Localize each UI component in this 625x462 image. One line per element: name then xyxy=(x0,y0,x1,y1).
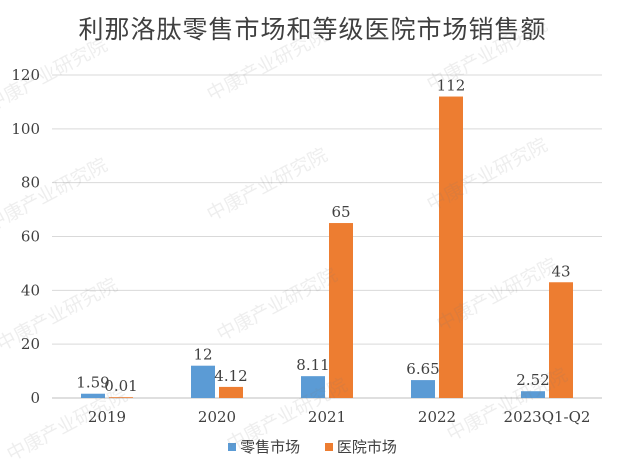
bar xyxy=(411,380,435,398)
y-tick-label: 100 xyxy=(11,120,40,138)
bar xyxy=(191,365,215,398)
bar xyxy=(439,96,463,399)
y-tick-label: 40 xyxy=(21,281,40,299)
x-tick-label: 2019 xyxy=(88,408,126,426)
bar xyxy=(219,386,243,398)
bar xyxy=(81,393,105,398)
data-label: 8.11 xyxy=(296,356,329,374)
bar xyxy=(301,376,325,398)
y-tick-label: 80 xyxy=(21,174,40,192)
x-tick-label: 2020 xyxy=(198,408,236,426)
chart-title: 利那洛肽零售市场和等级医院市场销售额 xyxy=(78,15,547,44)
x-tick-label: 2022 xyxy=(418,408,456,426)
legend-swatch-hospital xyxy=(324,442,333,451)
data-label: 43 xyxy=(551,262,570,280)
legend: 零售市场 医院市场 xyxy=(0,436,625,457)
bar xyxy=(329,223,353,398)
data-label: 65 xyxy=(331,203,350,221)
bar xyxy=(521,391,545,398)
data-label: 0.01 xyxy=(104,377,137,395)
x-tick-label: 2023Q1-Q2 xyxy=(504,408,591,426)
data-label: 6.65 xyxy=(406,360,439,378)
y-tick-label: 60 xyxy=(21,228,40,246)
legend-item-retail: 零售市场 xyxy=(228,436,300,457)
bar xyxy=(549,282,573,398)
data-label: 12 xyxy=(193,346,212,364)
legend-item-hospital: 医院市场 xyxy=(324,436,397,457)
x-tick-label: 2021 xyxy=(308,408,346,426)
y-tick-label: 20 xyxy=(21,335,40,353)
data-label: 2.52 xyxy=(516,371,549,389)
y-tick-label: 0 xyxy=(30,389,40,407)
y-tick-label: 120 xyxy=(11,66,40,84)
legend-label-hospital: 医院市场 xyxy=(336,438,397,456)
data-label: 1.59 xyxy=(76,374,109,392)
legend-label-retail: 零售市场 xyxy=(240,438,301,456)
legend-swatch-retail xyxy=(228,442,237,451)
bar xyxy=(109,397,133,398)
data-label: 4.12 xyxy=(214,367,247,385)
data-label: 112 xyxy=(437,77,466,95)
